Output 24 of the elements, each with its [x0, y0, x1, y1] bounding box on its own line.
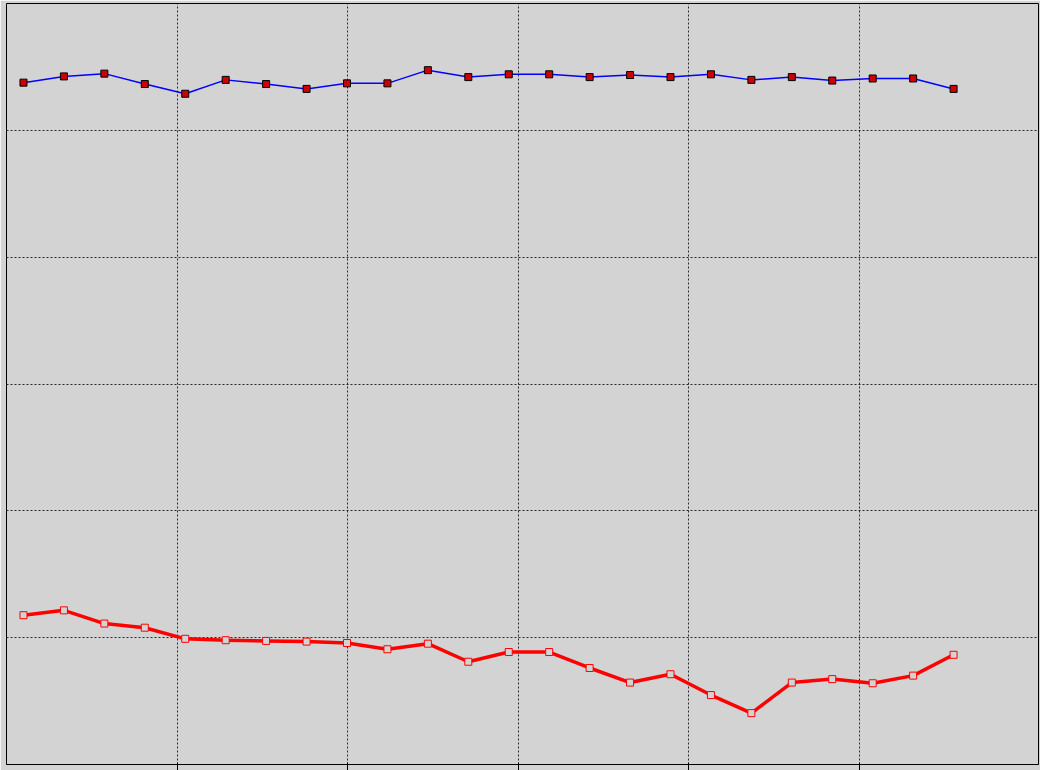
point [140, 623, 149, 632]
point [545, 648, 554, 657]
point [949, 650, 958, 659]
point [383, 645, 392, 654]
point [19, 611, 28, 620]
point [828, 675, 837, 684]
point [706, 691, 715, 700]
point [626, 678, 635, 687]
point [868, 679, 877, 688]
point [343, 638, 351, 647]
point [59, 606, 68, 615]
point [302, 637, 311, 646]
point [262, 636, 271, 645]
point [787, 678, 796, 687]
point [181, 634, 190, 643]
point [747, 709, 756, 718]
point [423, 639, 432, 648]
point [666, 670, 675, 679]
point [585, 663, 594, 672]
point [504, 648, 513, 657]
point [221, 636, 230, 645]
point [100, 619, 109, 628]
point [464, 657, 473, 666]
point [909, 671, 918, 680]
